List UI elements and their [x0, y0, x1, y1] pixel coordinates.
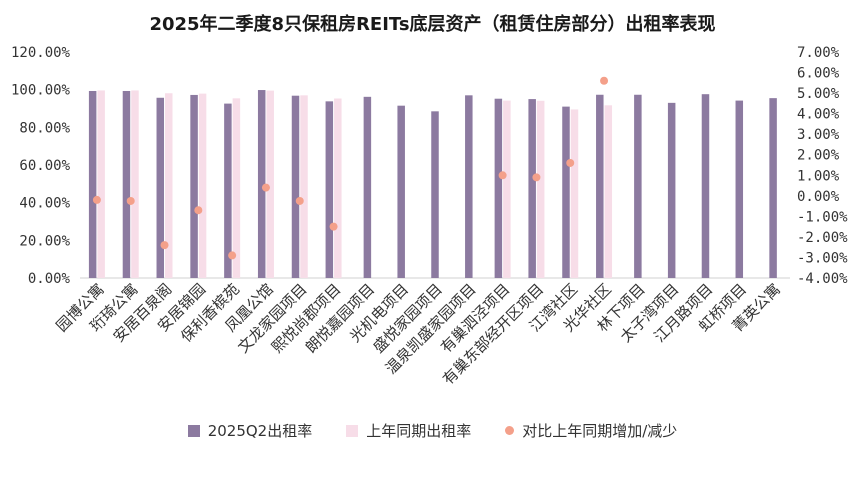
change-point: [532, 173, 541, 182]
legend-swatch-previous: [346, 424, 359, 437]
legend-item-current: 2025Q2出租率: [187, 420, 313, 441]
y-left-tick-label: 40.00%: [19, 196, 70, 212]
change-point: [228, 251, 237, 260]
change-point: [498, 171, 507, 180]
bar-previous: [97, 90, 105, 278]
bar-current: [190, 94, 198, 278]
bar-current: [701, 94, 710, 278]
legend-item-previous: 上年同期出租率: [346, 420, 471, 441]
change-point: [295, 196, 304, 205]
bar-current: [88, 90, 97, 278]
bar-previous: [131, 90, 139, 278]
y-left-tick-label: 20.00%: [19, 233, 70, 249]
bar-previous: [334, 98, 342, 278]
legend-swatch-current: [187, 424, 200, 437]
change-point: [160, 241, 169, 250]
y-right-tick-label: 0.00%: [797, 189, 840, 205]
legend-item-change: 对比上年同期增加/减少: [505, 420, 677, 441]
bar-previous: [198, 93, 207, 278]
bar-previous: [604, 105, 613, 278]
change-point: [126, 196, 135, 205]
y-right-tick-label: 5.00%: [797, 86, 840, 102]
chart-title: 2025年二季度8只保租房REITs底层资产（租赁住房部分）出租率表现: [149, 14, 716, 35]
bar-current: [634, 94, 642, 278]
change-point: [92, 195, 101, 204]
y-right-tick-label: 1.00%: [797, 168, 840, 184]
bar-current: [363, 96, 372, 278]
y-left-tick-label: 80.00%: [19, 120, 70, 136]
bar-previous: [232, 98, 241, 278]
bar-current: [431, 111, 439, 278]
bar-previous: [536, 100, 545, 278]
bar-current: [494, 98, 503, 278]
change-point: [329, 222, 338, 231]
y-right-tick-label: 7.00%: [797, 45, 840, 61]
bar-previous: [165, 93, 173, 279]
change-point: [194, 206, 203, 215]
bar-current: [156, 97, 165, 278]
y-right-tick-label: -1.00%: [797, 209, 848, 225]
change-point: [566, 158, 575, 167]
legend-marker-change: [505, 426, 515, 435]
bar-current: [224, 103, 232, 278]
bar-current: [562, 106, 570, 278]
legend-label-current: 2025Q2出租率: [207, 422, 313, 440]
bar-previous: [570, 109, 579, 278]
y-right-tick-label: -2.00%: [797, 230, 848, 246]
y-right-tick-label: -4.00%: [797, 271, 848, 287]
y-left-tick-label: 100.00%: [11, 83, 71, 99]
bar-current: [465, 95, 473, 278]
bar-current: [122, 90, 131, 278]
y-right-tick-label: -3.00%: [797, 250, 848, 266]
y-left-tick-label: 120.00%: [11, 45, 71, 61]
bar-current: [291, 95, 300, 279]
change-point: [261, 183, 270, 192]
bar-current: [257, 90, 266, 278]
bar-current: [325, 101, 334, 279]
y-right-tick-label: 4.00%: [797, 107, 840, 123]
bar-previous: [503, 100, 511, 278]
bar-current: [397, 105, 405, 278]
legend-label-change: 对比上年同期增加/减少: [522, 422, 678, 440]
y-left-tick-label: 60.00%: [19, 158, 70, 174]
change-point: [600, 76, 609, 85]
bar-current: [769, 98, 777, 279]
legend: 2025Q2出租率 上年同期出租率 对比上年同期增加/减少: [0, 420, 865, 441]
bar-current: [596, 94, 604, 278]
y-right-tick-label: 3.00%: [797, 127, 840, 143]
y-left-tick-label: 0.00%: [28, 271, 71, 287]
bar-previous: [300, 95, 308, 278]
y-right-tick-label: 6.00%: [797, 66, 840, 82]
bar-current: [528, 99, 536, 278]
y-right-tick-label: 2.00%: [797, 148, 840, 164]
bar-previous: [266, 90, 274, 278]
bar-current: [667, 102, 676, 278]
bar-current: [735, 100, 744, 278]
legend-label-previous: 上年同期出租率: [366, 422, 472, 440]
